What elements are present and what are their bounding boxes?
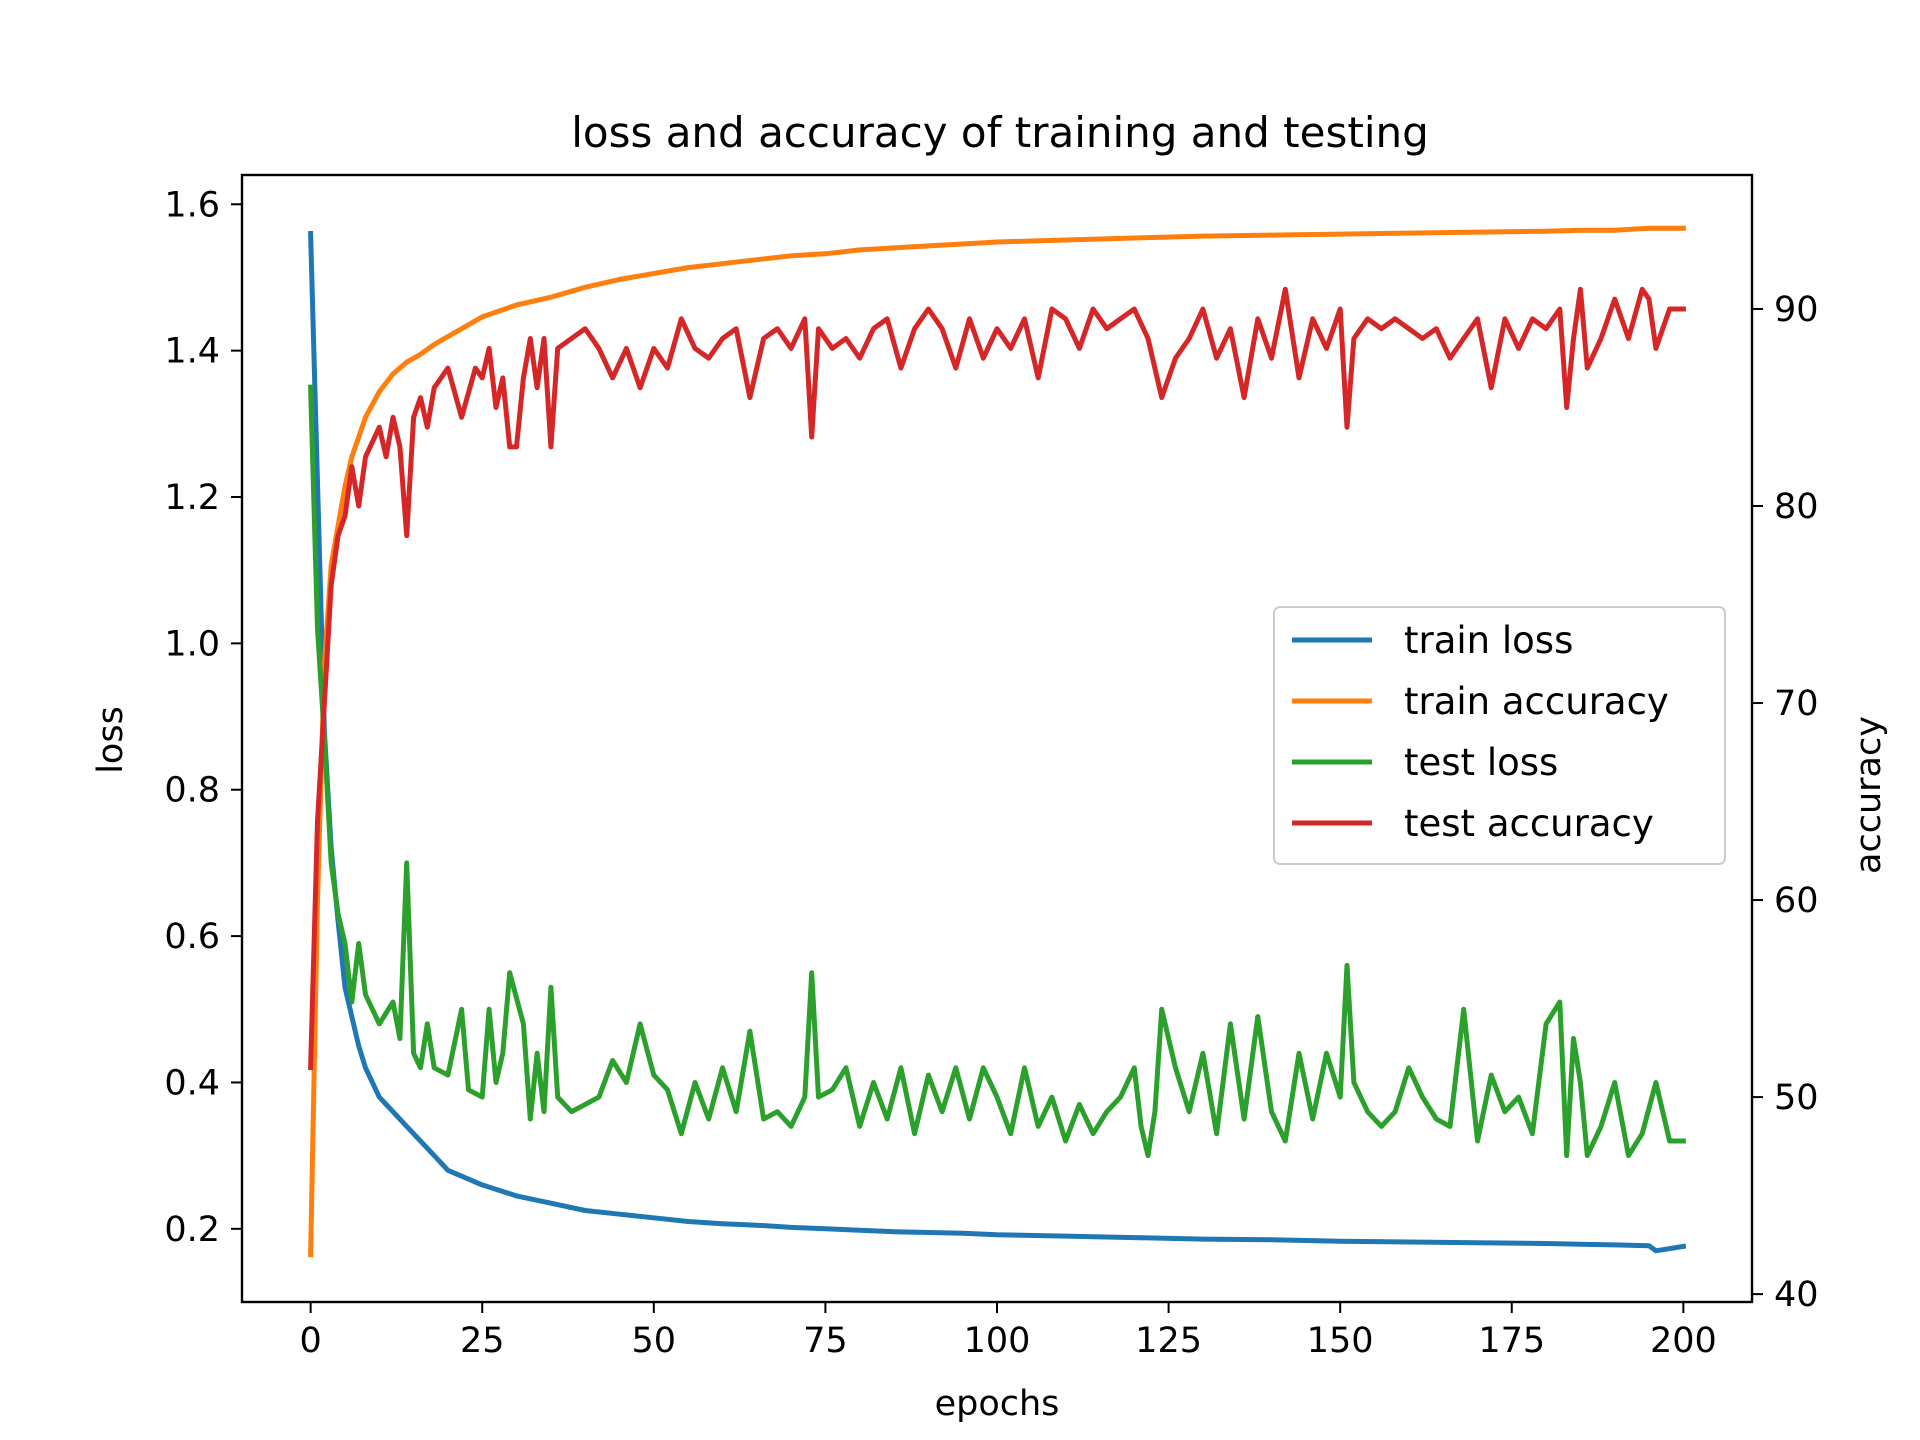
y-left-tick-label: 0.8 [164, 771, 220, 811]
legend-label-train-loss: train loss [1404, 619, 1573, 662]
y-left-tick-label: 0.6 [164, 917, 220, 957]
x-tick-label: 25 [460, 1321, 505, 1361]
x-tick-label: 100 [964, 1321, 1031, 1361]
y-left-tick-label: 0.2 [164, 1210, 220, 1250]
y-left-tick-label: 0.4 [164, 1063, 220, 1103]
y-right-tick-label: 80 [1774, 487, 1819, 527]
y-right-tick-label: 60 [1774, 881, 1819, 921]
y-axis-left-label: loss [91, 706, 131, 774]
legend: train loss train accuracy test loss test ac… [1273, 606, 1726, 865]
x-tick-label: 125 [1135, 1321, 1202, 1361]
legend-label-test-accuracy: test accuracy [1404, 802, 1654, 845]
x-axis-label: epochs [935, 1384, 1060, 1424]
y-axis-right: 40 50 60 70 80 90 [1752, 290, 1819, 1315]
y-right-tick-label: 40 [1774, 1275, 1819, 1315]
series-line-train-accuracy [308, 225, 1686, 1258]
y-left-tick-label: 1.2 [164, 478, 220, 518]
x-tick-label: 150 [1307, 1321, 1374, 1361]
legend-label-test-loss: test loss [1404, 741, 1558, 784]
series-line-test-loss [308, 384, 1686, 1159]
y-left-tick-label: 1.4 [164, 332, 220, 372]
y-axis-left: 0.2 0.4 0.6 0.8 1.0 1.2 1.4 1.6 [164, 185, 242, 1250]
y-axis-right-label: accuracy [1849, 716, 1889, 874]
chart-title: loss and accuracy of training and testin… [571, 108, 1429, 157]
series-line-test-accuracy [308, 286, 1686, 1071]
y-left-tick-label: 1.6 [164, 185, 220, 225]
plot-area [240, 173, 1754, 1304]
x-tick-label: 200 [1650, 1321, 1717, 1361]
x-tick-label: 175 [1478, 1321, 1545, 1361]
legend-label-train-accuracy: train accuracy [1404, 680, 1669, 723]
x-axis: 0 25 50 75 100 125 150 175 200 [299, 1302, 1717, 1361]
x-tick-label: 0 [299, 1321, 321, 1361]
legend-frame [1273, 606, 1726, 865]
series-line-train-loss [308, 230, 1687, 1254]
series-layer [308, 225, 1687, 1258]
y-right-tick-label: 50 [1774, 1078, 1819, 1118]
x-tick-label: 50 [632, 1321, 677, 1361]
y-right-tick-label: 70 [1774, 684, 1819, 724]
x-tick-label: 75 [803, 1321, 848, 1361]
y-right-tick-label: 90 [1774, 290, 1819, 330]
y-left-tick-label: 1.0 [164, 624, 220, 664]
